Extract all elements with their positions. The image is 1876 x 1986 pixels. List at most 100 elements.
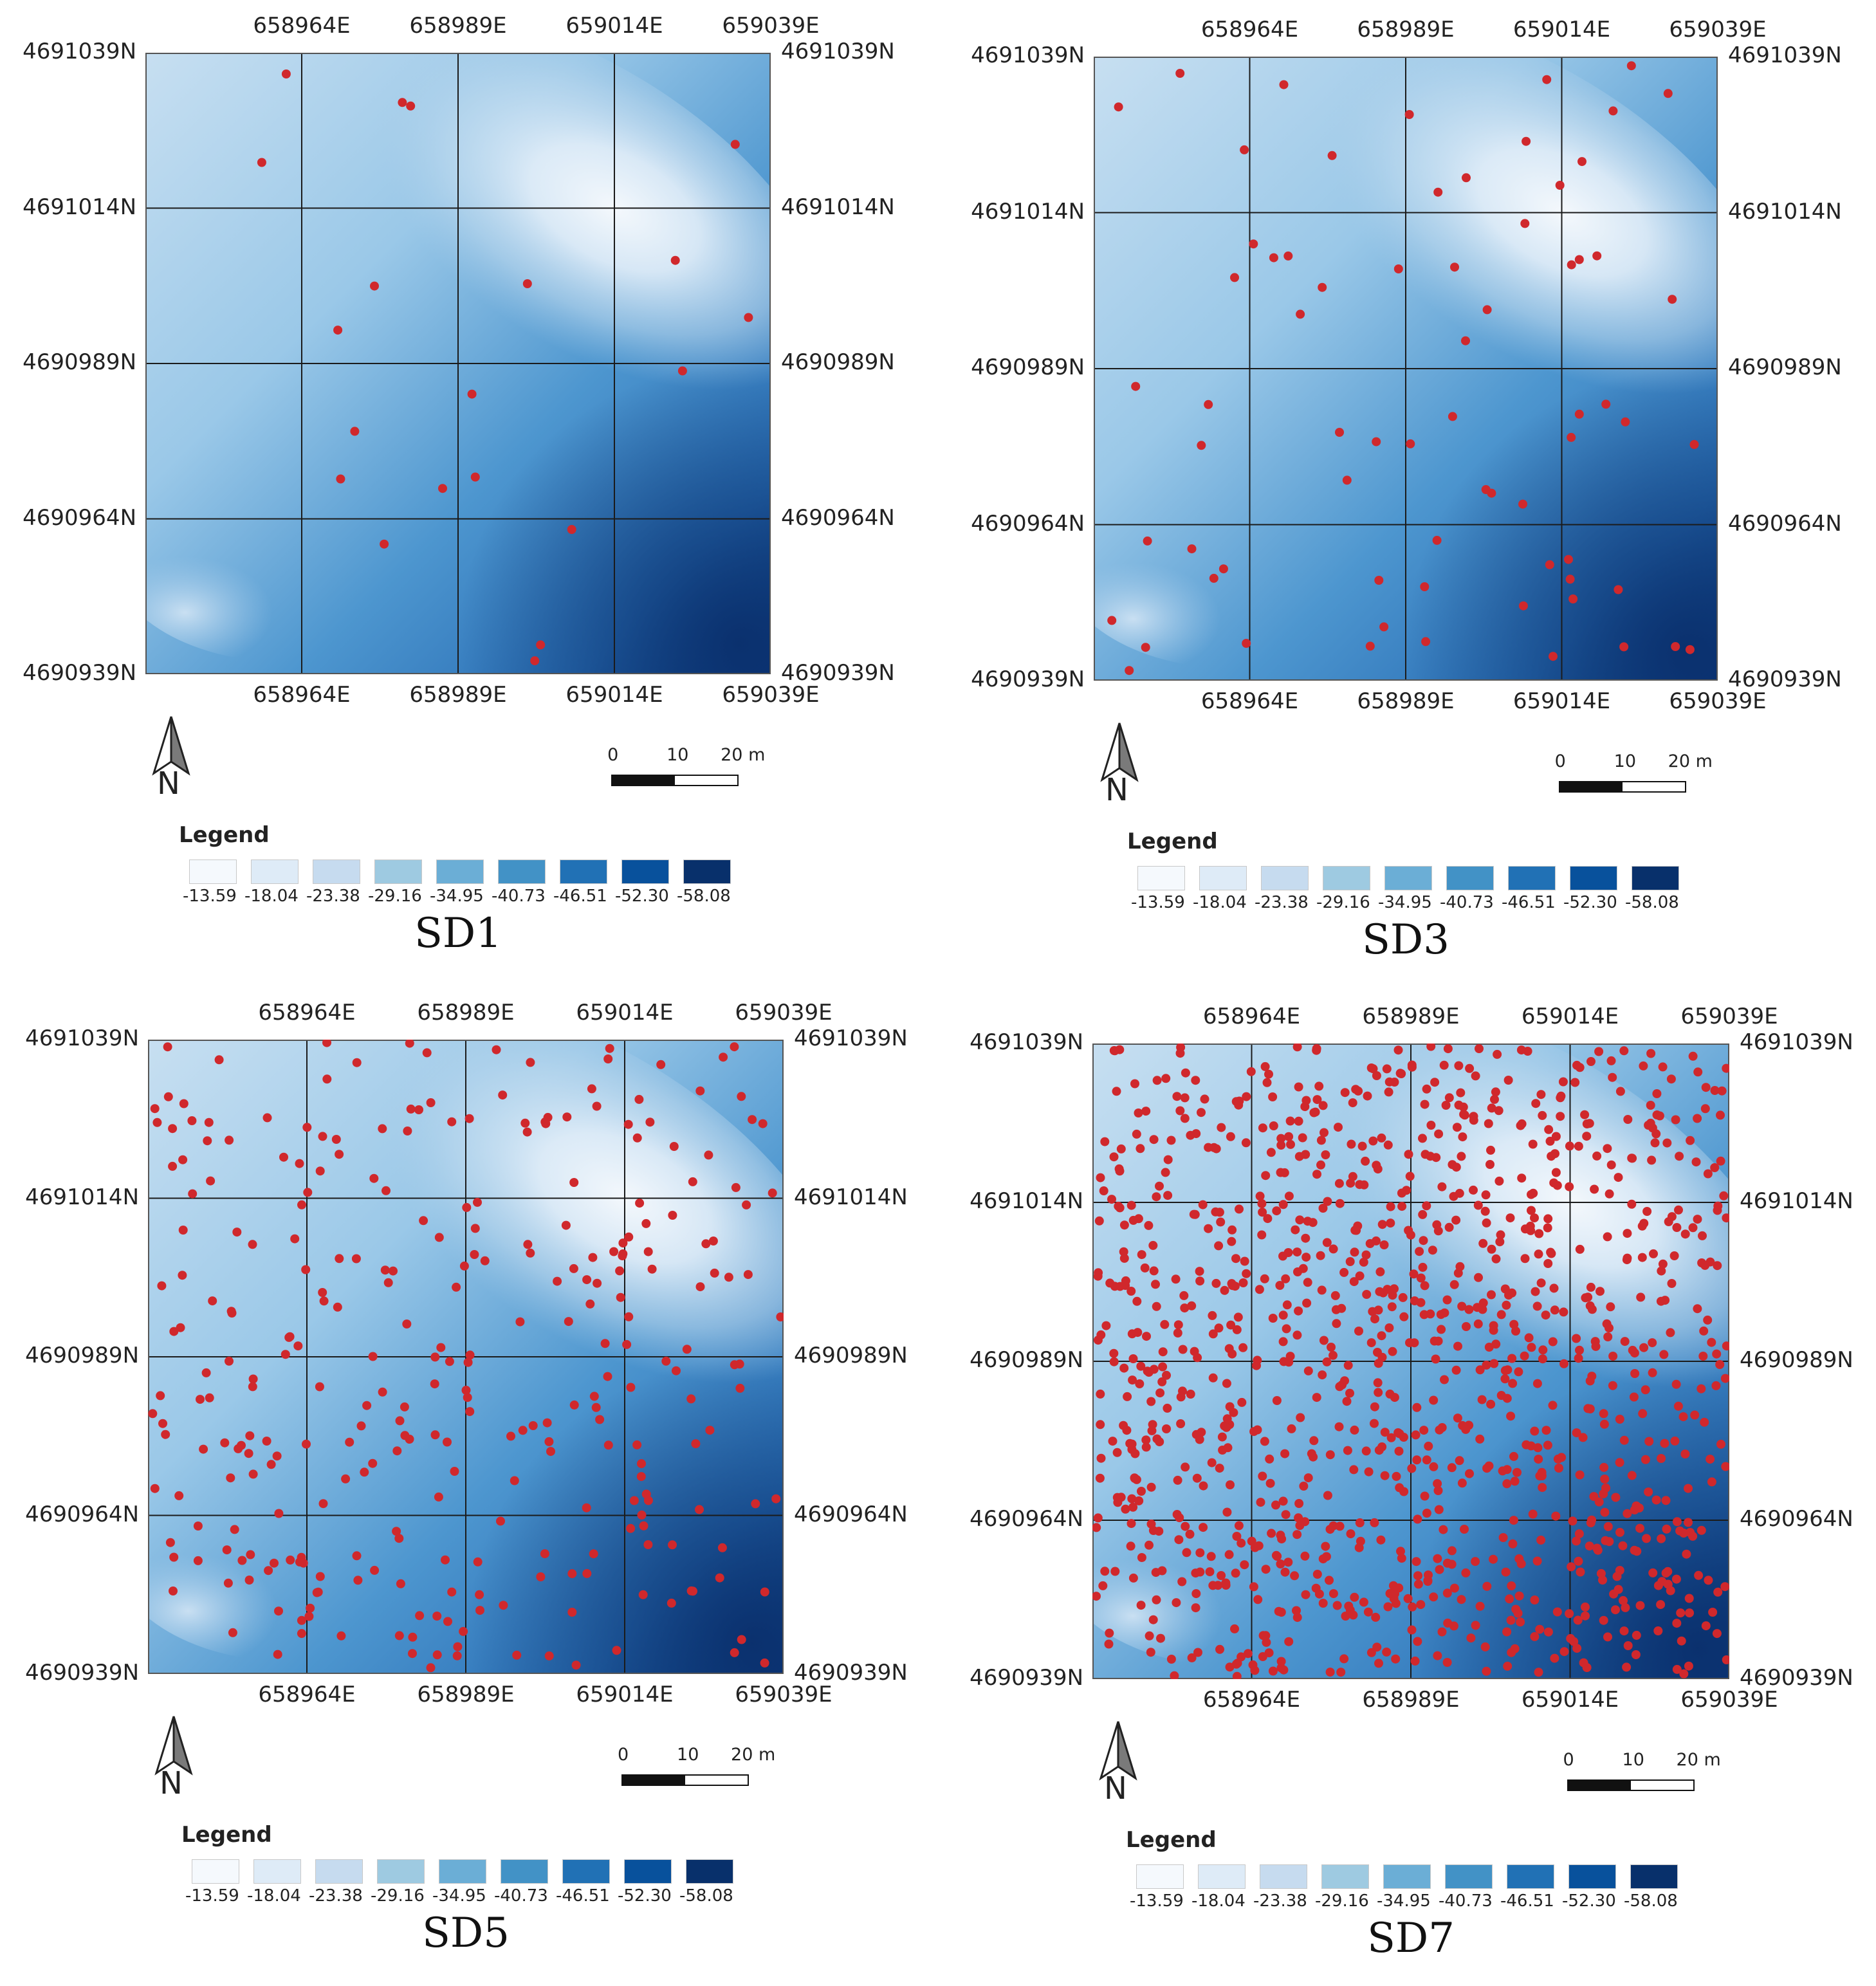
legend-label: -46.51 [553,887,607,906]
sample-point [1257,1199,1267,1208]
sample-point [426,1663,436,1673]
sample-point [297,1629,306,1639]
legend-swatch [253,1859,301,1884]
legend-swatch [562,1859,610,1884]
sample-point [1646,1118,1655,1128]
sample-point [1581,1611,1590,1621]
sample-point [776,1312,784,1321]
sample-point [743,1270,753,1280]
sample-point [1215,1464,1224,1473]
legend-label: -58.08 [1624,1891,1678,1911]
legend-swatch [377,1859,425,1884]
sample-point [403,1126,412,1136]
sample-point [1127,1329,1137,1339]
sample-point [1136,1144,1145,1154]
sample-point [1334,1179,1344,1188]
sample-point [1224,1550,1234,1559]
sample-point [1520,1224,1530,1234]
sample-point [1565,1141,1574,1151]
sample-point [1391,1654,1401,1664]
sample-point [1599,1462,1609,1472]
sample-point [1674,1205,1683,1215]
sample-point [1433,1336,1443,1346]
sample-point [163,1042,172,1052]
sample-point [1545,560,1554,569]
sample-point [1158,1347,1168,1357]
sample-point [1146,1397,1156,1406]
sample-point [1658,1259,1668,1269]
sample-point [1720,1582,1729,1592]
sample-point [1657,1534,1666,1543]
sample-point [227,1309,237,1318]
sample-point [1419,1426,1429,1435]
sample-point [1502,1300,1511,1310]
sample-point [1175,1106,1185,1116]
sample-point [1514,1367,1523,1377]
northing-label-right: 4690939N [781,660,895,686]
legend-label: -34.95 [430,887,484,906]
sample-point [1325,1576,1334,1585]
northing-label-left: 4690964N [25,1501,139,1527]
sample-point [1195,1267,1204,1276]
sample-point [1516,1045,1526,1055]
sample-point [178,1155,188,1164]
sample-point [187,1116,197,1125]
sample-point [1141,643,1150,652]
sample-point [1440,1375,1449,1384]
easting-label-top: 658989E [1362,1004,1460,1029]
sample-point [641,1218,651,1228]
sample-point [1422,1084,1431,1094]
sample-point [737,1092,746,1101]
sample-point [582,1275,592,1285]
sample-point [1348,1098,1357,1108]
sample-point [1345,1257,1355,1266]
sample-point [1710,1163,1720,1172]
sample-point [1433,187,1443,197]
sample-point [1101,1321,1111,1330]
sample-point [1556,1112,1565,1121]
legend-swatch [624,1859,672,1884]
sample-point [1680,1229,1690,1239]
sample-point [1322,1238,1332,1247]
sample-point [335,1150,344,1159]
sample-point [266,1460,276,1469]
sample-point [717,1543,727,1552]
sample-point [1380,1471,1390,1480]
north-arrow-icon [152,716,190,776]
sample-point [148,1409,158,1419]
sample-point [1715,1360,1725,1369]
sample-point [1119,1220,1129,1230]
sample-point [1372,1071,1381,1080]
legend-swatch [439,1859,486,1884]
sample-point [1660,1296,1670,1305]
easting-label-bottom: 658989E [1362,1687,1460,1713]
sample-point [1222,1422,1231,1432]
sample-point [1172,1598,1181,1608]
sample-point [1579,1658,1588,1668]
sample-point [1462,173,1471,183]
legend-swatch [251,860,299,884]
sample-point [1187,544,1197,554]
sample-point [1583,1404,1593,1413]
sample-point [1538,1345,1548,1355]
sample-point [1565,1182,1574,1191]
sample-point [1394,1446,1404,1456]
sample-point [1131,382,1141,391]
sample-point [1370,1419,1379,1428]
sample-point [1583,1292,1593,1302]
sample-point [1269,1121,1278,1130]
sample-point [1527,1343,1536,1352]
sample-point [1127,1200,1136,1210]
sample-point [1262,1078,1272,1087]
sample-point [603,1054,613,1063]
legend-swatch [560,860,607,884]
sample-point [1533,1443,1543,1453]
sample-point [1636,1292,1646,1302]
sample-point [629,1496,639,1505]
sample-point [1565,575,1575,584]
sample-point [682,1345,692,1354]
sample-point [1671,1379,1681,1389]
sample-point [1224,1344,1234,1354]
sample-point [1370,1314,1379,1324]
sample-point [1542,75,1552,84]
